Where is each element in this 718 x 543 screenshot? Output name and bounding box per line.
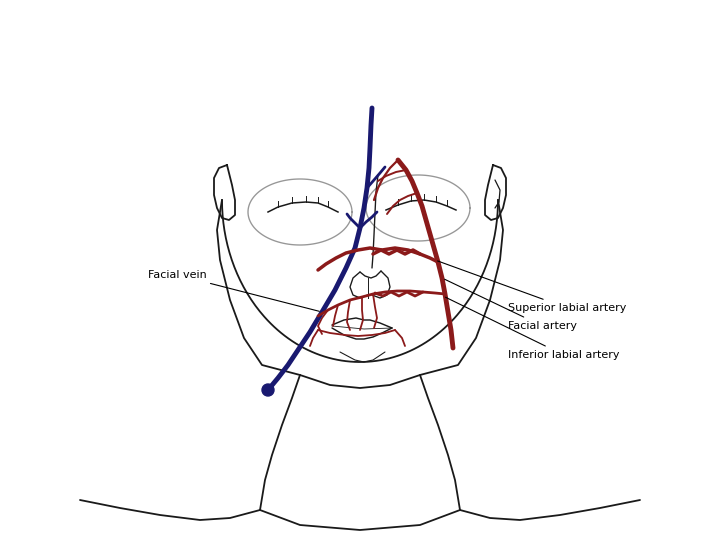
Text: Facial vein: Facial vein — [148, 270, 320, 311]
Text: Facial artery: Facial artery — [444, 279, 577, 331]
Text: Inferior labial artery: Inferior labial artery — [445, 297, 620, 360]
Circle shape — [262, 384, 274, 396]
Text: Superior labial artery: Superior labial artery — [437, 261, 626, 313]
